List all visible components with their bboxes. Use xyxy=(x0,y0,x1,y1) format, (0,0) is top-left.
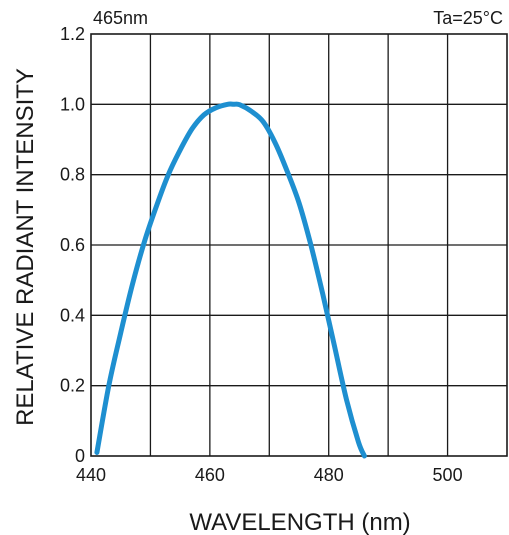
x-tick-label: 440 xyxy=(76,465,106,485)
x-tick-label: 480 xyxy=(314,465,344,485)
intensity-curve xyxy=(94,101,367,459)
y-tick-label: 1.2 xyxy=(60,24,85,44)
tick-labels: 440 460 480 500 0 0.2 0.4 0.6 0.8 1.0 1.2 xyxy=(60,24,463,485)
gridlines xyxy=(91,34,507,456)
wavelength-label: 465nm xyxy=(93,8,148,28)
y-tick-label: 1.0 xyxy=(60,94,85,114)
y-tick-label: 0.6 xyxy=(60,235,85,255)
y-tick-label: 0.8 xyxy=(60,165,85,185)
x-tick-label: 460 xyxy=(195,465,225,485)
temperature-label: Ta=25°C xyxy=(433,8,503,28)
y-tick-label: 0 xyxy=(75,446,85,466)
x-tick-label: 500 xyxy=(433,465,463,485)
y-axis-title: RELATIVE RADIANT INTENSITY xyxy=(12,68,39,426)
y-tick-label: 0.4 xyxy=(60,305,85,325)
plot-frame xyxy=(90,33,508,457)
x-axis-title: WAVELENGTH (nm) xyxy=(189,509,410,535)
y-tick-label: 0.2 xyxy=(60,376,85,396)
